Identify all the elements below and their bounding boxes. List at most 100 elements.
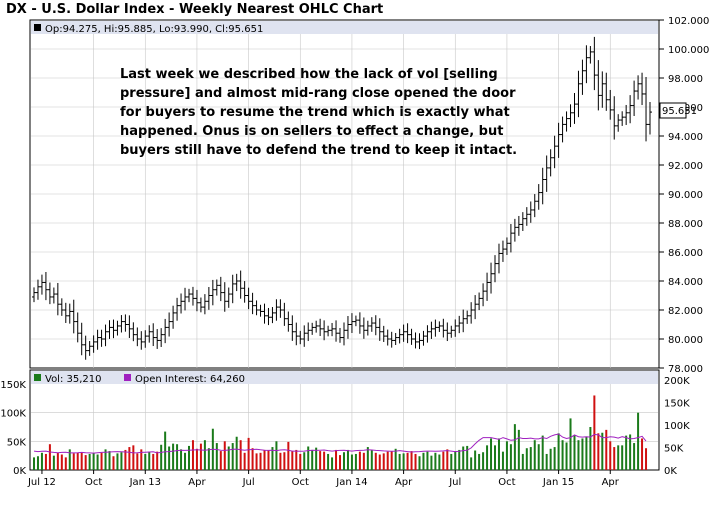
volume-bar [354, 453, 357, 470]
ohlc-bar [608, 89, 613, 120]
volume-bar [454, 451, 457, 470]
volume-bar [597, 433, 600, 470]
ohlc-bar [397, 328, 402, 344]
volume-bar [331, 457, 334, 470]
volume-tick-label: 0K [13, 466, 26, 477]
volume-bar [446, 449, 449, 470]
ohlc-bar [59, 298, 64, 316]
ohlc-bar [413, 332, 418, 349]
ohlc-bar [520, 212, 525, 231]
volume-bar [398, 453, 401, 470]
x-tick-label: Oct [85, 477, 102, 488]
volume-bar [152, 453, 155, 470]
volume-bar [339, 455, 342, 470]
volume-bar [295, 449, 298, 470]
ohlc-bar [345, 316, 350, 339]
volume-bar [140, 449, 143, 470]
volume-bar [593, 395, 596, 470]
volume-bar [176, 444, 179, 470]
price-tick-label: 80.000 [668, 335, 703, 346]
volume-bar [434, 452, 437, 470]
volume-bar [402, 453, 405, 470]
price-tick-label: 84.000 [668, 277, 703, 288]
x-tick-label: Jul [448, 477, 461, 488]
ohlc-bar [453, 319, 458, 337]
volume-bar [215, 443, 218, 470]
volume-bar [203, 440, 206, 470]
volume-bar [505, 441, 508, 470]
price-axis: 102.000100.00098.00096.00094.00092.00090… [659, 16, 709, 375]
x-tick-label: Apr [395, 477, 413, 488]
volume-bar [501, 451, 504, 470]
volume-legend-marker [34, 374, 41, 381]
oi-tick-label: 100K [664, 421, 690, 432]
ohlc-bar [604, 72, 609, 111]
volume-bar [168, 446, 171, 470]
ohlc-bar [242, 281, 247, 303]
ohlc-bar [457, 315, 462, 334]
volume-bar [104, 449, 107, 470]
ohlc-bar [441, 318, 446, 338]
volume-bar [474, 450, 477, 470]
ohlc-bar [357, 312, 362, 334]
volume-bar [184, 452, 187, 470]
volume-bar [458, 449, 461, 470]
ohlc-bar [552, 135, 557, 169]
ohlc-bar [381, 325, 386, 342]
price-tick-label: 94.000 [668, 132, 703, 143]
ohlc-bar [409, 328, 414, 345]
ohlc-bar [516, 215, 521, 236]
volume-bar [60, 454, 63, 470]
ohlc-bar [532, 194, 537, 218]
ohlc-bar [500, 240, 505, 262]
ohlc-bar [628, 95, 633, 124]
volume-legend: Vol: 35,210 [45, 374, 102, 385]
volume-bar [513, 424, 516, 470]
ohlc-bar [437, 321, 442, 332]
volume-bar [529, 447, 532, 470]
ohlc-bar [572, 93, 577, 124]
volume-bar [64, 457, 67, 470]
annotation-line: buyers still have to defend the trend to… [120, 143, 517, 158]
ohlc-bar [186, 288, 191, 303]
volume-bar [124, 449, 127, 470]
annotation-line: happened. Onus is on sellers to effect a… [120, 124, 503, 139]
volume-bar [537, 444, 540, 470]
volume-bar [581, 438, 584, 470]
ohlc-bar [51, 287, 56, 304]
ohlc-bar [326, 325, 331, 337]
ohlc-bar [632, 80, 637, 116]
ohlc-bar [43, 272, 48, 301]
last-price-marker [659, 102, 687, 119]
volume-tick-label: 50K [7, 437, 27, 448]
volume-bar [438, 454, 441, 470]
volume-bar [195, 448, 198, 470]
volume-bar [374, 452, 377, 470]
ohlc-bar [528, 201, 533, 223]
volume-bar [88, 453, 91, 470]
volume-bar [303, 452, 306, 470]
ohlc-bar [115, 320, 120, 336]
volume-bar [36, 456, 39, 470]
ohlc-bar [568, 104, 573, 128]
ohlc-bar [334, 320, 339, 342]
ohlc-bar [123, 314, 128, 332]
ohlc-bar [266, 307, 271, 326]
ohlc-bar [226, 287, 231, 308]
ohlc-bar [636, 75, 641, 100]
ohlc-bar [433, 319, 438, 337]
volume-bar [76, 452, 79, 470]
volume-bar [323, 451, 326, 470]
ohlc-bar [556, 122, 561, 158]
volume-bar [569, 418, 572, 470]
volume-bar [541, 435, 544, 470]
volume-bar [172, 443, 175, 470]
volume-bar [625, 435, 628, 470]
volume-bar [52, 455, 55, 470]
volume-bar [84, 455, 87, 470]
price-tick-label: 92.000 [668, 161, 703, 172]
legend-marker [34, 24, 41, 31]
ohlc-bar [481, 283, 486, 307]
volume-bar [144, 453, 147, 470]
volume-bar [613, 447, 616, 470]
